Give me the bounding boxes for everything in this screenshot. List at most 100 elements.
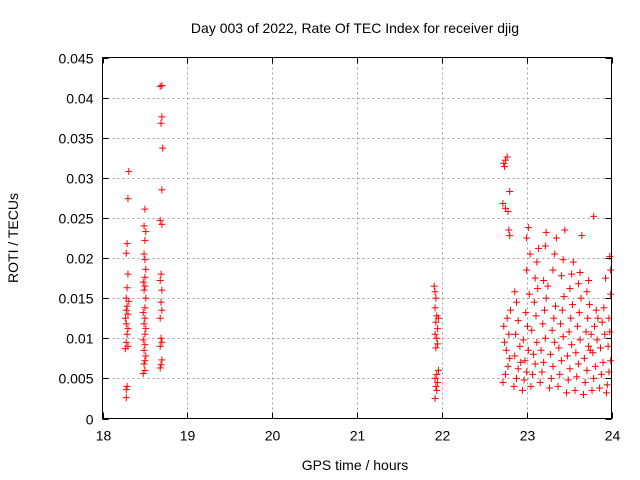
data-point <box>573 373 581 381</box>
data-point <box>588 386 596 394</box>
y-tick-label: 0.005 <box>58 371 93 387</box>
data-point <box>580 390 588 398</box>
y-tick-label: 0.035 <box>58 131 93 147</box>
data-point <box>433 386 441 394</box>
data-point <box>432 318 440 326</box>
data-point <box>540 277 548 285</box>
y-tick-labels: 0 0.005 0.01 0.015 0.02 0.025 0.03 0.035 0.04 0.0… <box>58 51 93 428</box>
data-point <box>559 256 567 264</box>
data-point <box>506 232 514 240</box>
data-point <box>158 306 166 314</box>
data-point <box>141 273 149 281</box>
data-point <box>541 242 549 250</box>
data-point <box>158 220 166 228</box>
data-point <box>506 354 514 362</box>
data-point <box>158 286 166 294</box>
data-point <box>505 330 513 338</box>
data-point <box>123 302 131 310</box>
y-tick-label: 0 <box>86 412 94 428</box>
data-point <box>531 274 539 282</box>
data-point <box>587 330 595 338</box>
data-point <box>157 361 165 369</box>
data-point <box>559 333 567 341</box>
data-point <box>140 250 148 258</box>
data-point <box>157 119 165 127</box>
data-point <box>123 284 131 292</box>
data-point <box>122 249 130 257</box>
data-point <box>141 341 149 349</box>
data-point <box>431 374 439 382</box>
data-point <box>523 368 531 376</box>
data-point <box>434 325 442 333</box>
data-point <box>124 310 132 318</box>
data-point <box>531 360 539 368</box>
data-point <box>546 384 554 392</box>
x-tick-labels: 18 19 20 21 22 23 24 <box>96 428 621 444</box>
y-tick-label: 0.04 <box>66 91 93 107</box>
data-point <box>504 208 512 216</box>
data-point <box>596 344 604 352</box>
data-point <box>122 386 130 394</box>
data-point <box>122 306 130 314</box>
data-point <box>141 304 149 312</box>
data-point <box>592 306 600 314</box>
x-tick-label: 19 <box>180 428 196 444</box>
data-point <box>158 82 166 90</box>
data-point <box>504 362 512 370</box>
y-tick-label: 0.01 <box>66 331 93 347</box>
data-point <box>516 342 524 350</box>
data-point <box>139 278 147 286</box>
data-point <box>433 312 441 320</box>
data-point <box>123 240 131 248</box>
data-point <box>576 268 584 276</box>
data-point <box>434 340 442 348</box>
data-point <box>122 294 130 302</box>
data-point <box>568 341 576 349</box>
data-point <box>140 360 148 368</box>
data-point <box>593 336 601 344</box>
data-point <box>526 250 534 258</box>
data-point <box>142 228 150 236</box>
data-point <box>141 282 149 290</box>
data-point <box>158 113 166 121</box>
data-point <box>124 270 132 278</box>
data-point <box>534 285 542 293</box>
data-point <box>140 346 148 354</box>
data-point <box>575 309 583 317</box>
data-point <box>431 304 439 312</box>
data-point <box>432 382 440 390</box>
data-point <box>607 290 615 298</box>
data-point <box>139 336 147 344</box>
data-point <box>604 342 612 350</box>
data-point <box>601 330 609 338</box>
data-point <box>502 346 510 354</box>
data-point <box>142 352 150 360</box>
data-point <box>533 338 541 346</box>
data-point <box>157 270 165 278</box>
data-point <box>525 290 533 298</box>
data-point <box>505 226 513 234</box>
data-point <box>499 378 507 386</box>
x-axis-label: GPS time / hours <box>302 457 409 473</box>
data-point <box>547 374 555 382</box>
data-point <box>542 294 550 302</box>
data-point <box>432 294 440 302</box>
data-point <box>552 302 560 310</box>
data-point <box>539 320 547 328</box>
data-point <box>159 144 167 152</box>
data-point <box>568 301 576 309</box>
data-point <box>607 266 615 274</box>
data-point <box>156 82 164 90</box>
data-point <box>124 195 132 203</box>
data-point <box>574 360 582 368</box>
data-point <box>567 314 575 322</box>
data-point <box>546 350 554 358</box>
data-point <box>157 334 165 342</box>
data-point <box>551 250 559 258</box>
data-point <box>541 334 549 342</box>
data-point <box>142 325 150 333</box>
data-point <box>158 338 166 346</box>
data-point <box>503 153 511 161</box>
data-point <box>596 384 604 392</box>
